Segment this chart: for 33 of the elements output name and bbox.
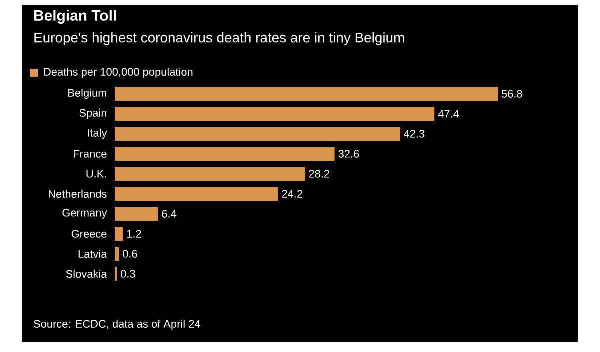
data-label: 0.6: [122, 250, 138, 258]
y-tick-label: Spain: [80, 108, 107, 120]
bar: [115, 227, 124, 242]
y-tick-label: Latvia: [78, 250, 108, 258]
y-tick-label: Greece: [72, 230, 107, 238]
bar: [115, 127, 400, 142]
data-label: 56.8: [502, 90, 522, 98]
bar: [115, 107, 435, 122]
data-label: 42.3: [404, 130, 425, 138]
y-tick-label: Netherlands: [49, 190, 107, 198]
data-label: 24.2: [282, 190, 302, 198]
data-label: 28.2: [309, 170, 330, 178]
data-label: 47.4: [438, 110, 460, 118]
bar: [115, 187, 278, 202]
chart-subtitle: Europe's highest coronavirus death rates are in tiny Belgium: [34, 32, 404, 46]
y-tick-label: Italy: [88, 128, 108, 140]
data-label: 32.6: [338, 150, 360, 158]
bar: [115, 207, 158, 222]
y-tick-label: Germany: [62, 209, 108, 219]
bar: [115, 167, 306, 182]
data-label: 0.3: [120, 270, 136, 278]
data-label: 6.4: [162, 210, 177, 218]
chart-title: Belgian Toll: [34, 10, 116, 24]
source-note: Source: ECDC, data as of April 24: [34, 320, 200, 330]
bar: [115, 247, 120, 261]
legend-label: Deaths per 100,000 population: [44, 68, 193, 78]
bar: [115, 147, 335, 162]
y-tick-label: Slovakia: [66, 270, 108, 278]
y-tick-label: France: [74, 150, 107, 158]
data-label: 1.2: [127, 230, 142, 238]
bar: [115, 87, 498, 102]
y-tick-label: Belgium: [68, 88, 106, 100]
y-tick-label: U.K.: [86, 170, 106, 178]
